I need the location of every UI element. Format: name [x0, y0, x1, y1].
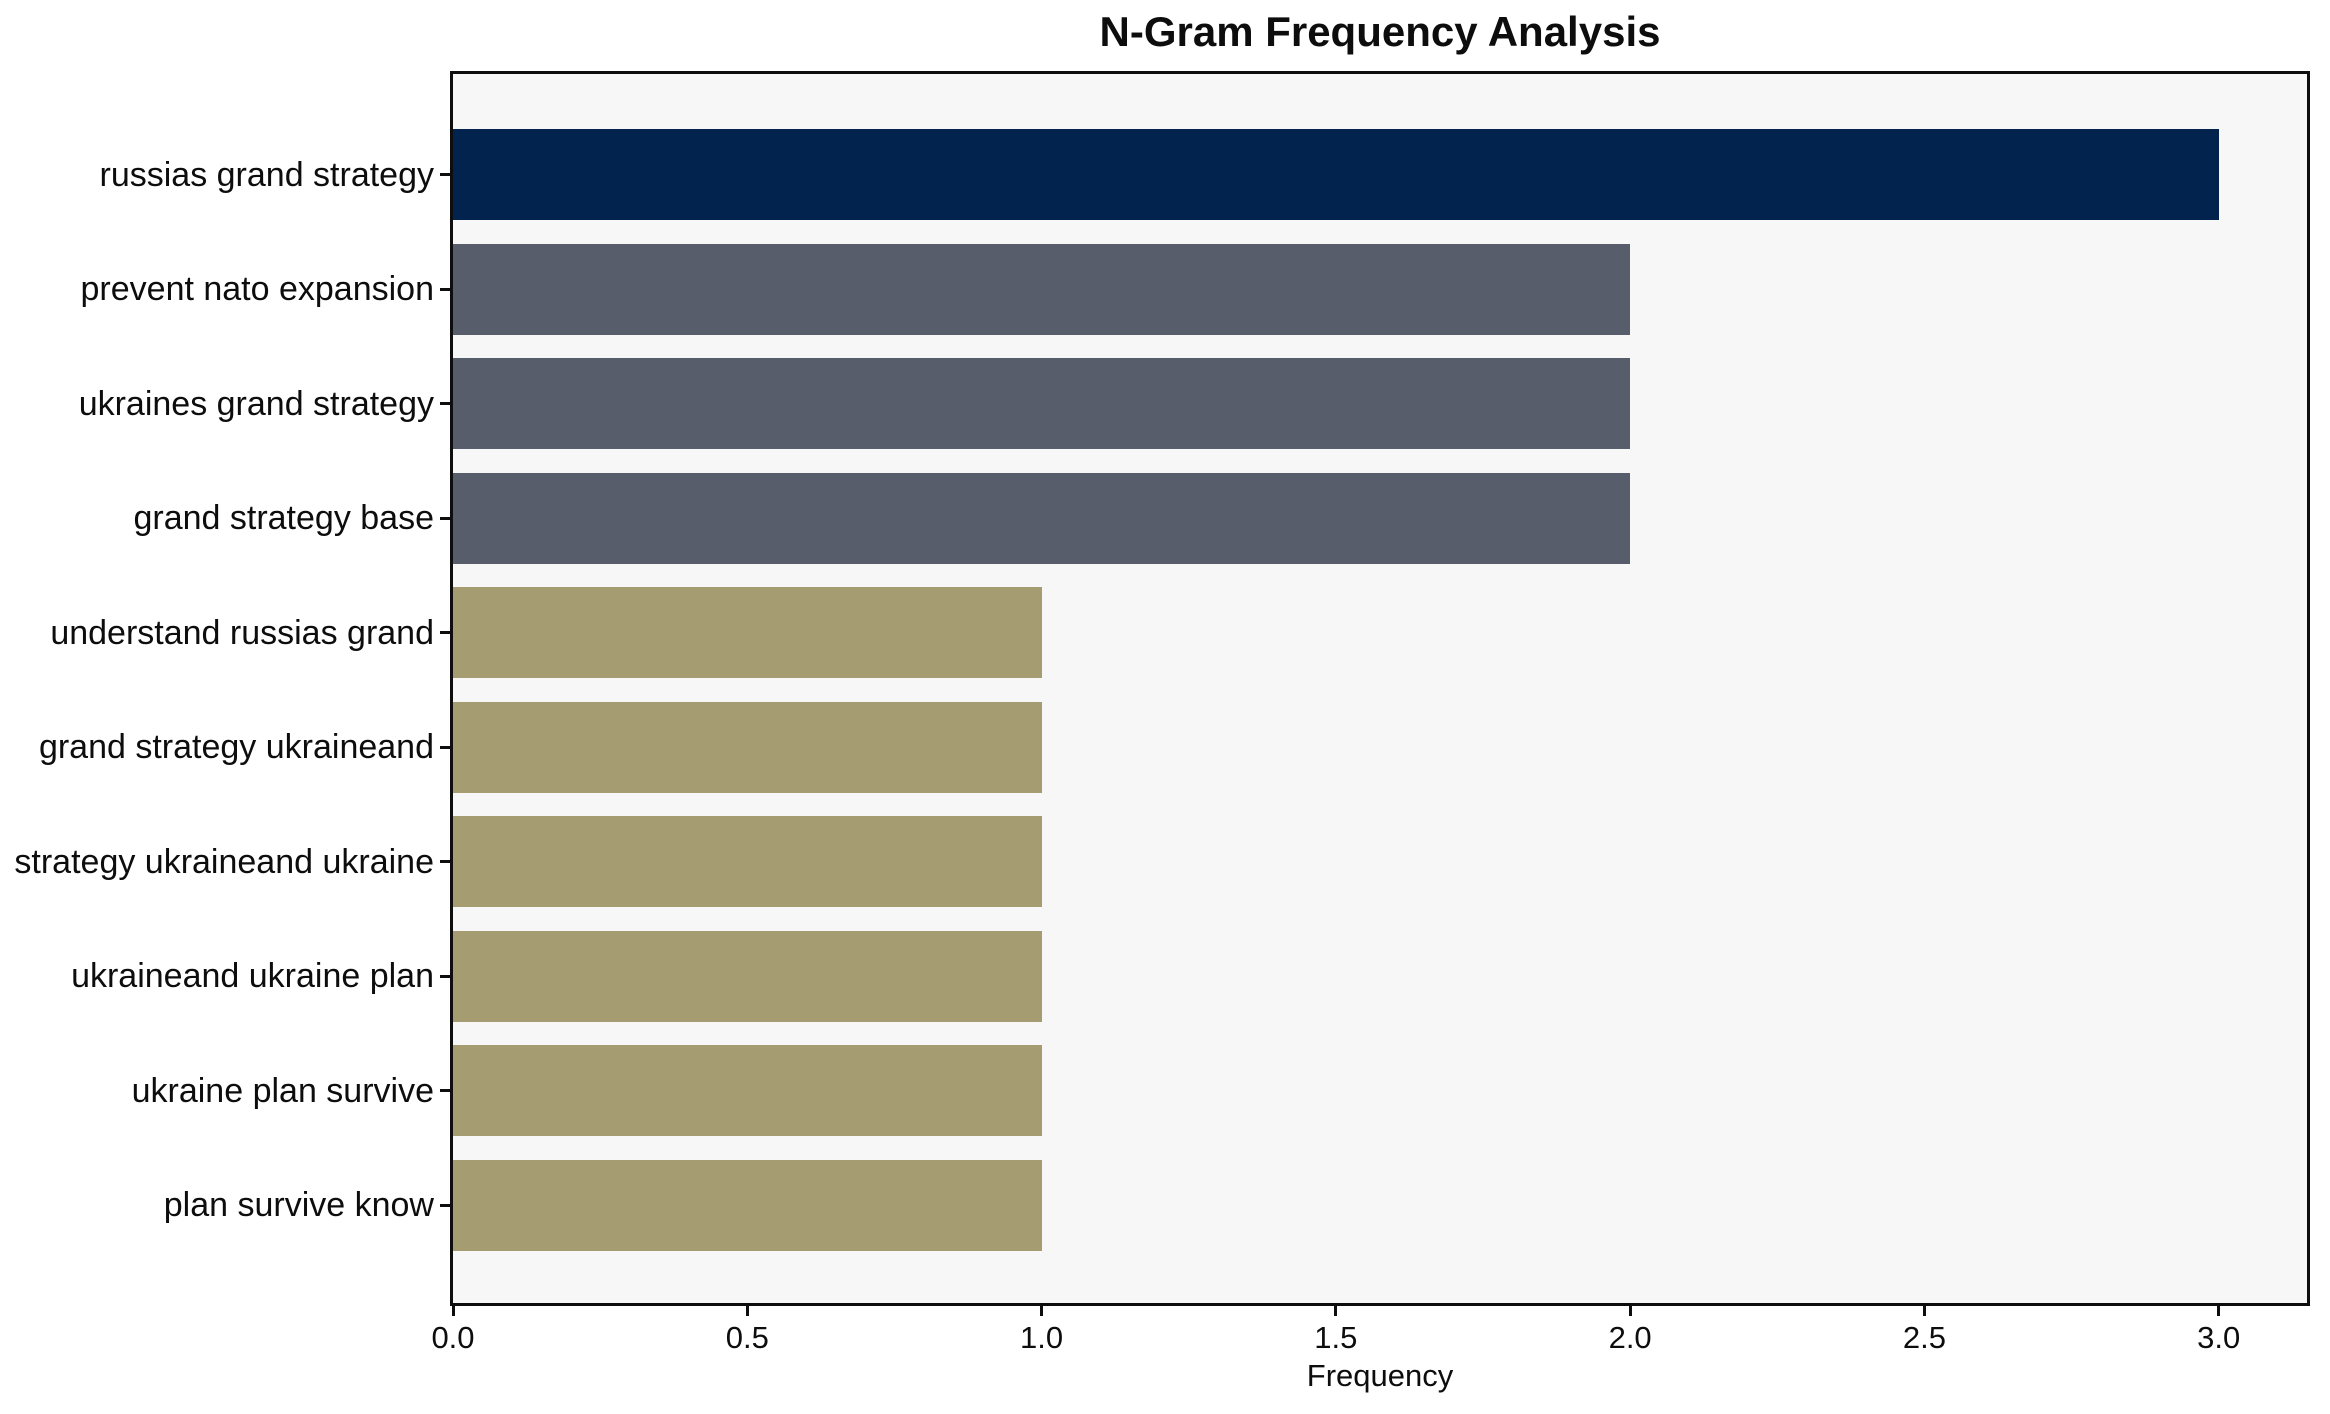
bar: [453, 930, 1042, 1022]
x-tick-mark: [2217, 1306, 2221, 1316]
x-tick-label: 1.5: [1314, 1320, 1358, 1355]
bar: [453, 587, 1042, 678]
bar: [453, 129, 2219, 220]
bar: [453, 1045, 1042, 1136]
y-tick-label: grand strategy base: [133, 499, 434, 537]
x-axis-label: Frequency: [1306, 1358, 1454, 1393]
x-tick-label: 0.0: [431, 1320, 475, 1355]
bar: [453, 358, 1631, 449]
y-tick-mark: [440, 974, 450, 978]
bar: [453, 472, 1631, 564]
y-tick-label: prevent nato expansion: [80, 270, 434, 308]
x-tick-mark: [1040, 1306, 1044, 1316]
y-tick-label: russias grand strategy: [99, 155, 435, 194]
x-tick-mark: [1628, 1306, 1632, 1316]
y-tick-mark: [440, 1203, 450, 1207]
y-tick-mark: [440, 631, 450, 634]
bar: [453, 816, 1042, 907]
y-tick-mark: [440, 402, 450, 405]
x-tick-mark: [1922, 1306, 1926, 1316]
y-tick-label: understand russias grand: [50, 613, 434, 652]
x-tick-label: 3.0: [2197, 1320, 2241, 1355]
y-tick-mark: [440, 287, 450, 291]
y-tick-label: ukraineand ukraine plan: [71, 957, 434, 995]
x-tick-label: 2.5: [1902, 1320, 1946, 1355]
bar: [453, 701, 1042, 793]
y-tick-label: ukraines grand strategy: [78, 384, 434, 423]
bar: [453, 243, 1631, 335]
chart-title: N-Gram Frequency Analysis: [1099, 8, 1661, 55]
y-tick-mark: [440, 860, 450, 863]
y-tick-mark: [440, 516, 450, 520]
y-tick-mark: [440, 1089, 450, 1092]
x-tick-label: 0.5: [725, 1320, 769, 1355]
x-tick-mark: [745, 1306, 749, 1316]
plot-area: [450, 71, 2310, 1306]
x-tick-label: 2.0: [1608, 1320, 1652, 1355]
y-tick-label: ukraine plan survive: [131, 1071, 434, 1110]
y-tick-mark: [440, 173, 450, 176]
y-tick-mark: [440, 745, 450, 749]
x-tick-label: 1.0: [1020, 1320, 1064, 1355]
y-tick-label: strategy ukraineand ukraine: [14, 842, 434, 881]
y-tick-label: grand strategy ukraineand: [38, 728, 434, 766]
bar: [453, 1159, 1042, 1251]
y-tick-label: plan survive know: [163, 1186, 434, 1224]
x-tick-mark: [1334, 1306, 1338, 1316]
x-tick-mark: [451, 1306, 455, 1316]
